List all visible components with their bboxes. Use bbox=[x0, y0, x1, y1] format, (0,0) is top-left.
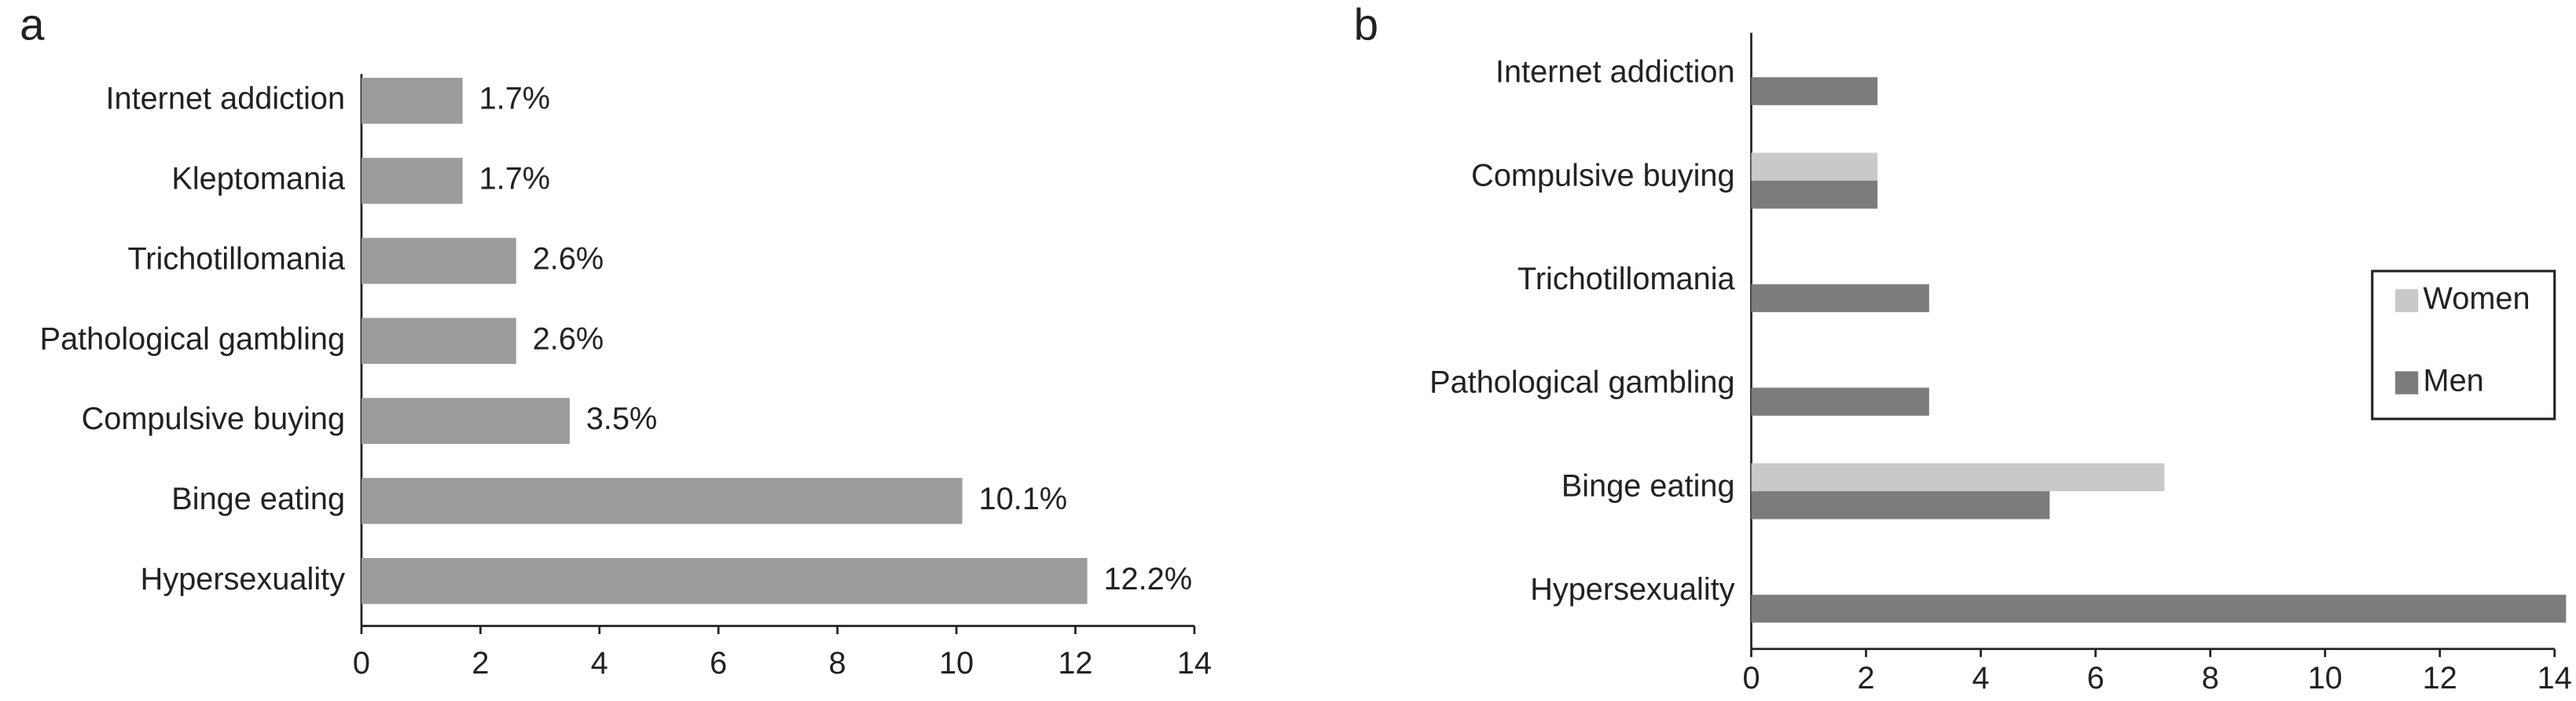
panel-label: b bbox=[1354, 0, 1378, 49]
category-label: Compulsive buying bbox=[1471, 158, 1734, 193]
bar bbox=[1751, 180, 1878, 209]
bar bbox=[361, 77, 463, 124]
category-label: Pathological gambling bbox=[40, 321, 345, 356]
category-label: Hypersexuality bbox=[141, 562, 346, 596]
x-tick-label: 10 bbox=[2308, 661, 2343, 695]
value-label: 2.6% bbox=[533, 241, 604, 276]
bar bbox=[361, 478, 963, 524]
x-tick-label: 4 bbox=[1972, 661, 1990, 695]
x-tick-label: 10 bbox=[939, 646, 974, 681]
category-label: Binge eating bbox=[1561, 468, 1735, 503]
bar bbox=[361, 558, 1088, 604]
category-label: Kleptomania bbox=[171, 162, 346, 196]
bar bbox=[361, 317, 516, 365]
x-tick-label: 4 bbox=[591, 646, 608, 681]
bar bbox=[1751, 491, 2050, 519]
category-label: Hypersexuality bbox=[1530, 572, 1735, 607]
bar bbox=[1751, 594, 2567, 623]
x-tick-label: 14 bbox=[1177, 646, 1212, 681]
x-tick-label: 12 bbox=[1058, 646, 1092, 681]
category-label: Compulsive buying bbox=[82, 402, 345, 436]
bar bbox=[1751, 77, 1878, 105]
bar bbox=[1751, 284, 1929, 313]
bar bbox=[361, 237, 516, 284]
category-label: Binge eating bbox=[171, 482, 345, 516]
bar bbox=[1751, 463, 2165, 492]
bar bbox=[1751, 387, 1929, 416]
legend-label: Women bbox=[2424, 281, 2530, 316]
x-tick-label: 0 bbox=[353, 646, 370, 681]
value-label: 2.6% bbox=[533, 321, 604, 356]
legend-swatch bbox=[2394, 288, 2419, 313]
value-label: 12.2% bbox=[1103, 562, 1192, 596]
x-tick-label: 0 bbox=[1742, 661, 1760, 695]
bar bbox=[1751, 152, 1878, 181]
value-label: 1.7% bbox=[479, 162, 550, 196]
x-tick-label: 8 bbox=[2202, 661, 2219, 695]
value-label: 3.5% bbox=[586, 402, 658, 436]
x-tick-label: 8 bbox=[829, 646, 846, 681]
x-tick-label: 6 bbox=[2087, 661, 2104, 695]
value-label: 1.7% bbox=[479, 82, 550, 116]
value-label: 10.1% bbox=[979, 482, 1068, 516]
bar bbox=[361, 398, 570, 444]
legend-box bbox=[2371, 270, 2556, 420]
x-tick-label: 2 bbox=[1857, 661, 1874, 695]
category-label: Internet addiction bbox=[1495, 55, 1735, 90]
x-tick-label: 2 bbox=[472, 646, 489, 681]
x-tick-label: 14 bbox=[2537, 661, 2572, 695]
x-tick-label: 6 bbox=[710, 646, 727, 681]
category-label: Internet addiction bbox=[105, 82, 345, 116]
legend-swatch bbox=[2394, 371, 2419, 395]
category-label: Pathological gambling bbox=[1429, 365, 1734, 400]
legend-label: Men bbox=[2424, 364, 2484, 398]
category-label: Trichotillomania bbox=[128, 241, 346, 276]
x-tick-label: 12 bbox=[2423, 661, 2457, 695]
panel-label: a bbox=[20, 0, 45, 49]
category-label: Trichotillomania bbox=[1517, 262, 1735, 296]
bar bbox=[361, 157, 463, 204]
